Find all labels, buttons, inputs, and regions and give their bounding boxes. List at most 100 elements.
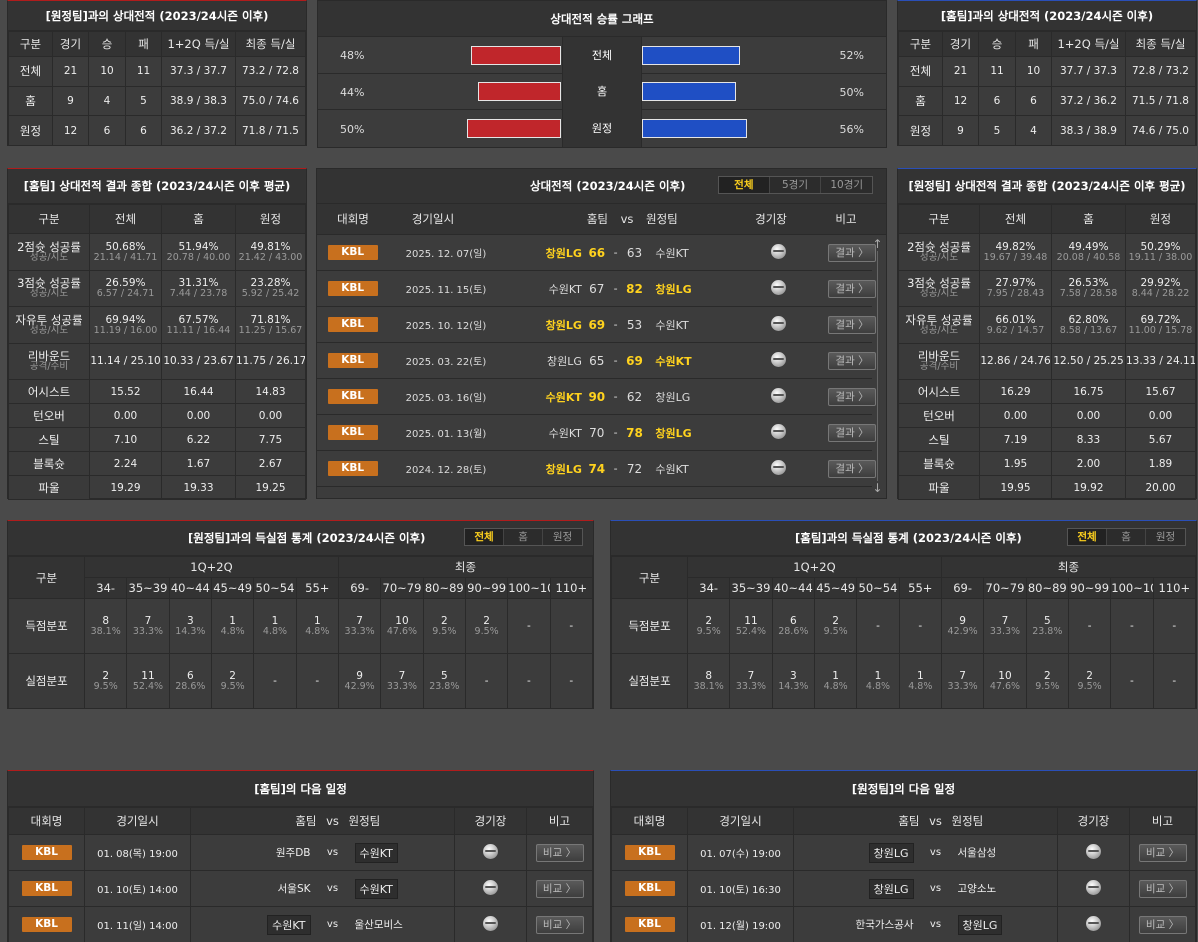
basketball-icon[interactable]: [1086, 843, 1101, 859]
scroll-down-icon[interactable]: ↓: [872, 481, 883, 495]
league-badge[interactable]: KBL: [21, 845, 72, 860]
count-percent: 9.5%: [474, 626, 499, 637]
league-badge[interactable]: KBL: [624, 881, 675, 896]
league-badge[interactable]: KBL: [624, 845, 675, 860]
stat-value: 1.89: [1148, 457, 1173, 470]
col-header: 1+2Q 득/실: [1051, 31, 1126, 57]
result-button[interactable]: 결과 〉: [828, 315, 877, 334]
count-cell: -: [549, 598, 594, 654]
result-button[interactable]: 결과 〉: [828, 387, 877, 406]
basketball-icon[interactable]: [770, 315, 786, 331]
compare-button[interactable]: 비교 〉: [1138, 915, 1187, 934]
row-label-cell: 3점슛 성공률 성공/시도: [898, 269, 980, 307]
cell: 6: [125, 115, 162, 146]
col-header-date: 경기일시: [84, 807, 191, 835]
table-row: 전체 21 11 10 37.7 / 37.3 72.8 / 73.2: [898, 56, 1196, 87]
result-button[interactable]: 결과 〉: [828, 243, 877, 262]
row-label: 홈: [8, 85, 53, 117]
tab-home[interactable]: 홈: [1107, 529, 1147, 545]
result-button[interactable]: 결과 〉: [828, 423, 877, 442]
compare-button[interactable]: 비교 〉: [535, 879, 584, 898]
tab-all[interactable]: 전체: [719, 177, 770, 193]
compare-button[interactable]: 비교 〉: [1138, 843, 1187, 862]
compare-button[interactable]: 비교 〉: [535, 843, 584, 862]
tab-all[interactable]: 전체: [465, 529, 505, 545]
league-badge[interactable]: KBL: [327, 353, 378, 368]
league-badge[interactable]: KBL: [327, 281, 378, 296]
basketball-icon[interactable]: [770, 423, 786, 439]
range-header: 100~109: [507, 577, 551, 599]
stat-cell: 0.00: [1051, 403, 1126, 428]
row-label: 2점슛 성공률: [17, 239, 81, 254]
stat-value: 11.75 / 26.17: [236, 355, 306, 368]
result-button[interactable]: 결과 〉: [828, 279, 877, 298]
count-value: 7: [398, 670, 406, 682]
tab-10-games[interactable]: 10경기: [830, 179, 864, 191]
league-badge[interactable]: KBL: [21, 881, 72, 896]
basketball-icon[interactable]: [770, 279, 786, 295]
col-header: 구분: [8, 556, 85, 599]
stat-cell: 5.67: [1125, 427, 1196, 452]
basketball-icon[interactable]: [770, 387, 786, 403]
right-rate: 50%: [839, 86, 864, 99]
league-badge[interactable]: KBL: [327, 245, 378, 260]
cell: 37.2 / 36.2: [1051, 85, 1126, 117]
basketball-icon[interactable]: [770, 459, 786, 475]
table-header-row: 구분 경기 승 패 1+2Q 득/실 최종 득/실: [898, 31, 1196, 57]
cell: 71.8 / 71.5: [235, 115, 306, 146]
match-list[interactable]: KBL 2025. 12. 07(일) 창원LG 66-63 수원KT 결과 〉 KBL 20…: [317, 235, 886, 498]
col-header-vs: vs: [919, 807, 952, 835]
away-team: 수원KT: [655, 246, 689, 260]
tab-away[interactable]: 원정: [552, 531, 573, 543]
left-rate: 44%: [340, 86, 365, 99]
league-badge[interactable]: KBL: [21, 917, 72, 932]
basketball-icon[interactable]: [1086, 879, 1101, 895]
stat-cell: 49.82% 19.67 / 39.48: [979, 233, 1052, 271]
count-cell: 1 4.8%: [813, 653, 858, 709]
basketball-icon[interactable]: [1086, 915, 1101, 931]
tab-home[interactable]: 홈: [504, 529, 544, 545]
count-value: 7: [959, 670, 966, 682]
tab-all[interactable]: 전체: [1068, 529, 1108, 545]
away-score: 53: [626, 317, 643, 332]
home-team: 수원KT: [267, 914, 311, 935]
note-cell: 결과 〉: [828, 243, 877, 262]
basketball-icon[interactable]: [483, 879, 498, 895]
row-label: 자유투 성공률: [905, 312, 973, 327]
league-badge[interactable]: KBL: [327, 389, 378, 404]
basketball-icon[interactable]: [483, 915, 498, 931]
basketball-icon[interactable]: [483, 843, 498, 859]
result-button[interactable]: 결과 〉: [828, 459, 877, 478]
league-badge[interactable]: KBL: [327, 461, 378, 476]
tab-away[interactable]: 원정: [1155, 531, 1176, 543]
stat-detail: 8.44 / 28.22: [1131, 288, 1190, 300]
stat-cell: 10.33 / 23.67: [161, 342, 236, 380]
basketball-icon[interactable]: [770, 351, 786, 367]
stat-cell: 49.49% 20.08 / 40.58: [1051, 233, 1126, 271]
scroll-up-icon[interactable]: ↑: [872, 237, 883, 251]
vs-label: vs: [316, 834, 349, 871]
count-cell: 1 4.8%: [898, 653, 942, 709]
stat-value: 26.53%: [1068, 277, 1109, 290]
scrollbar[interactable]: ↑ ↓: [871, 237, 884, 498]
compare-button[interactable]: 비교 〉: [535, 915, 584, 934]
cell: 5: [978, 115, 1016, 146]
range-header: 110+: [1152, 577, 1197, 599]
count-percent: 33.3%: [735, 681, 767, 692]
table-row: 어시스트 16.29 16.75 15.67: [898, 379, 1196, 404]
tab-5-games[interactable]: 5경기: [770, 177, 822, 193]
home-team-cell: 서울SK: [190, 870, 317, 907]
stat-value: 69.72%: [1140, 313, 1181, 326]
league-badge[interactable]: KBL: [327, 317, 378, 332]
league-badge[interactable]: KBL: [327, 425, 378, 440]
table-header-row: 구분 전체 홈 원정: [898, 204, 1196, 234]
table-header-row: 대회명 경기일시 홈팀 vs 원정팀 경기장 비고: [611, 807, 1196, 835]
league-cell: KBL: [317, 281, 388, 296]
league-badge[interactable]: KBL: [624, 917, 675, 932]
basketball-icon[interactable]: [770, 243, 786, 259]
away-team: 서울삼성: [957, 847, 997, 859]
row-label: 원정: [8, 115, 53, 146]
compare-button[interactable]: 비교 〉: [1138, 879, 1187, 898]
result-button[interactable]: 결과 〉: [828, 351, 877, 370]
col-header: 1+2Q 득/실: [161, 31, 236, 57]
